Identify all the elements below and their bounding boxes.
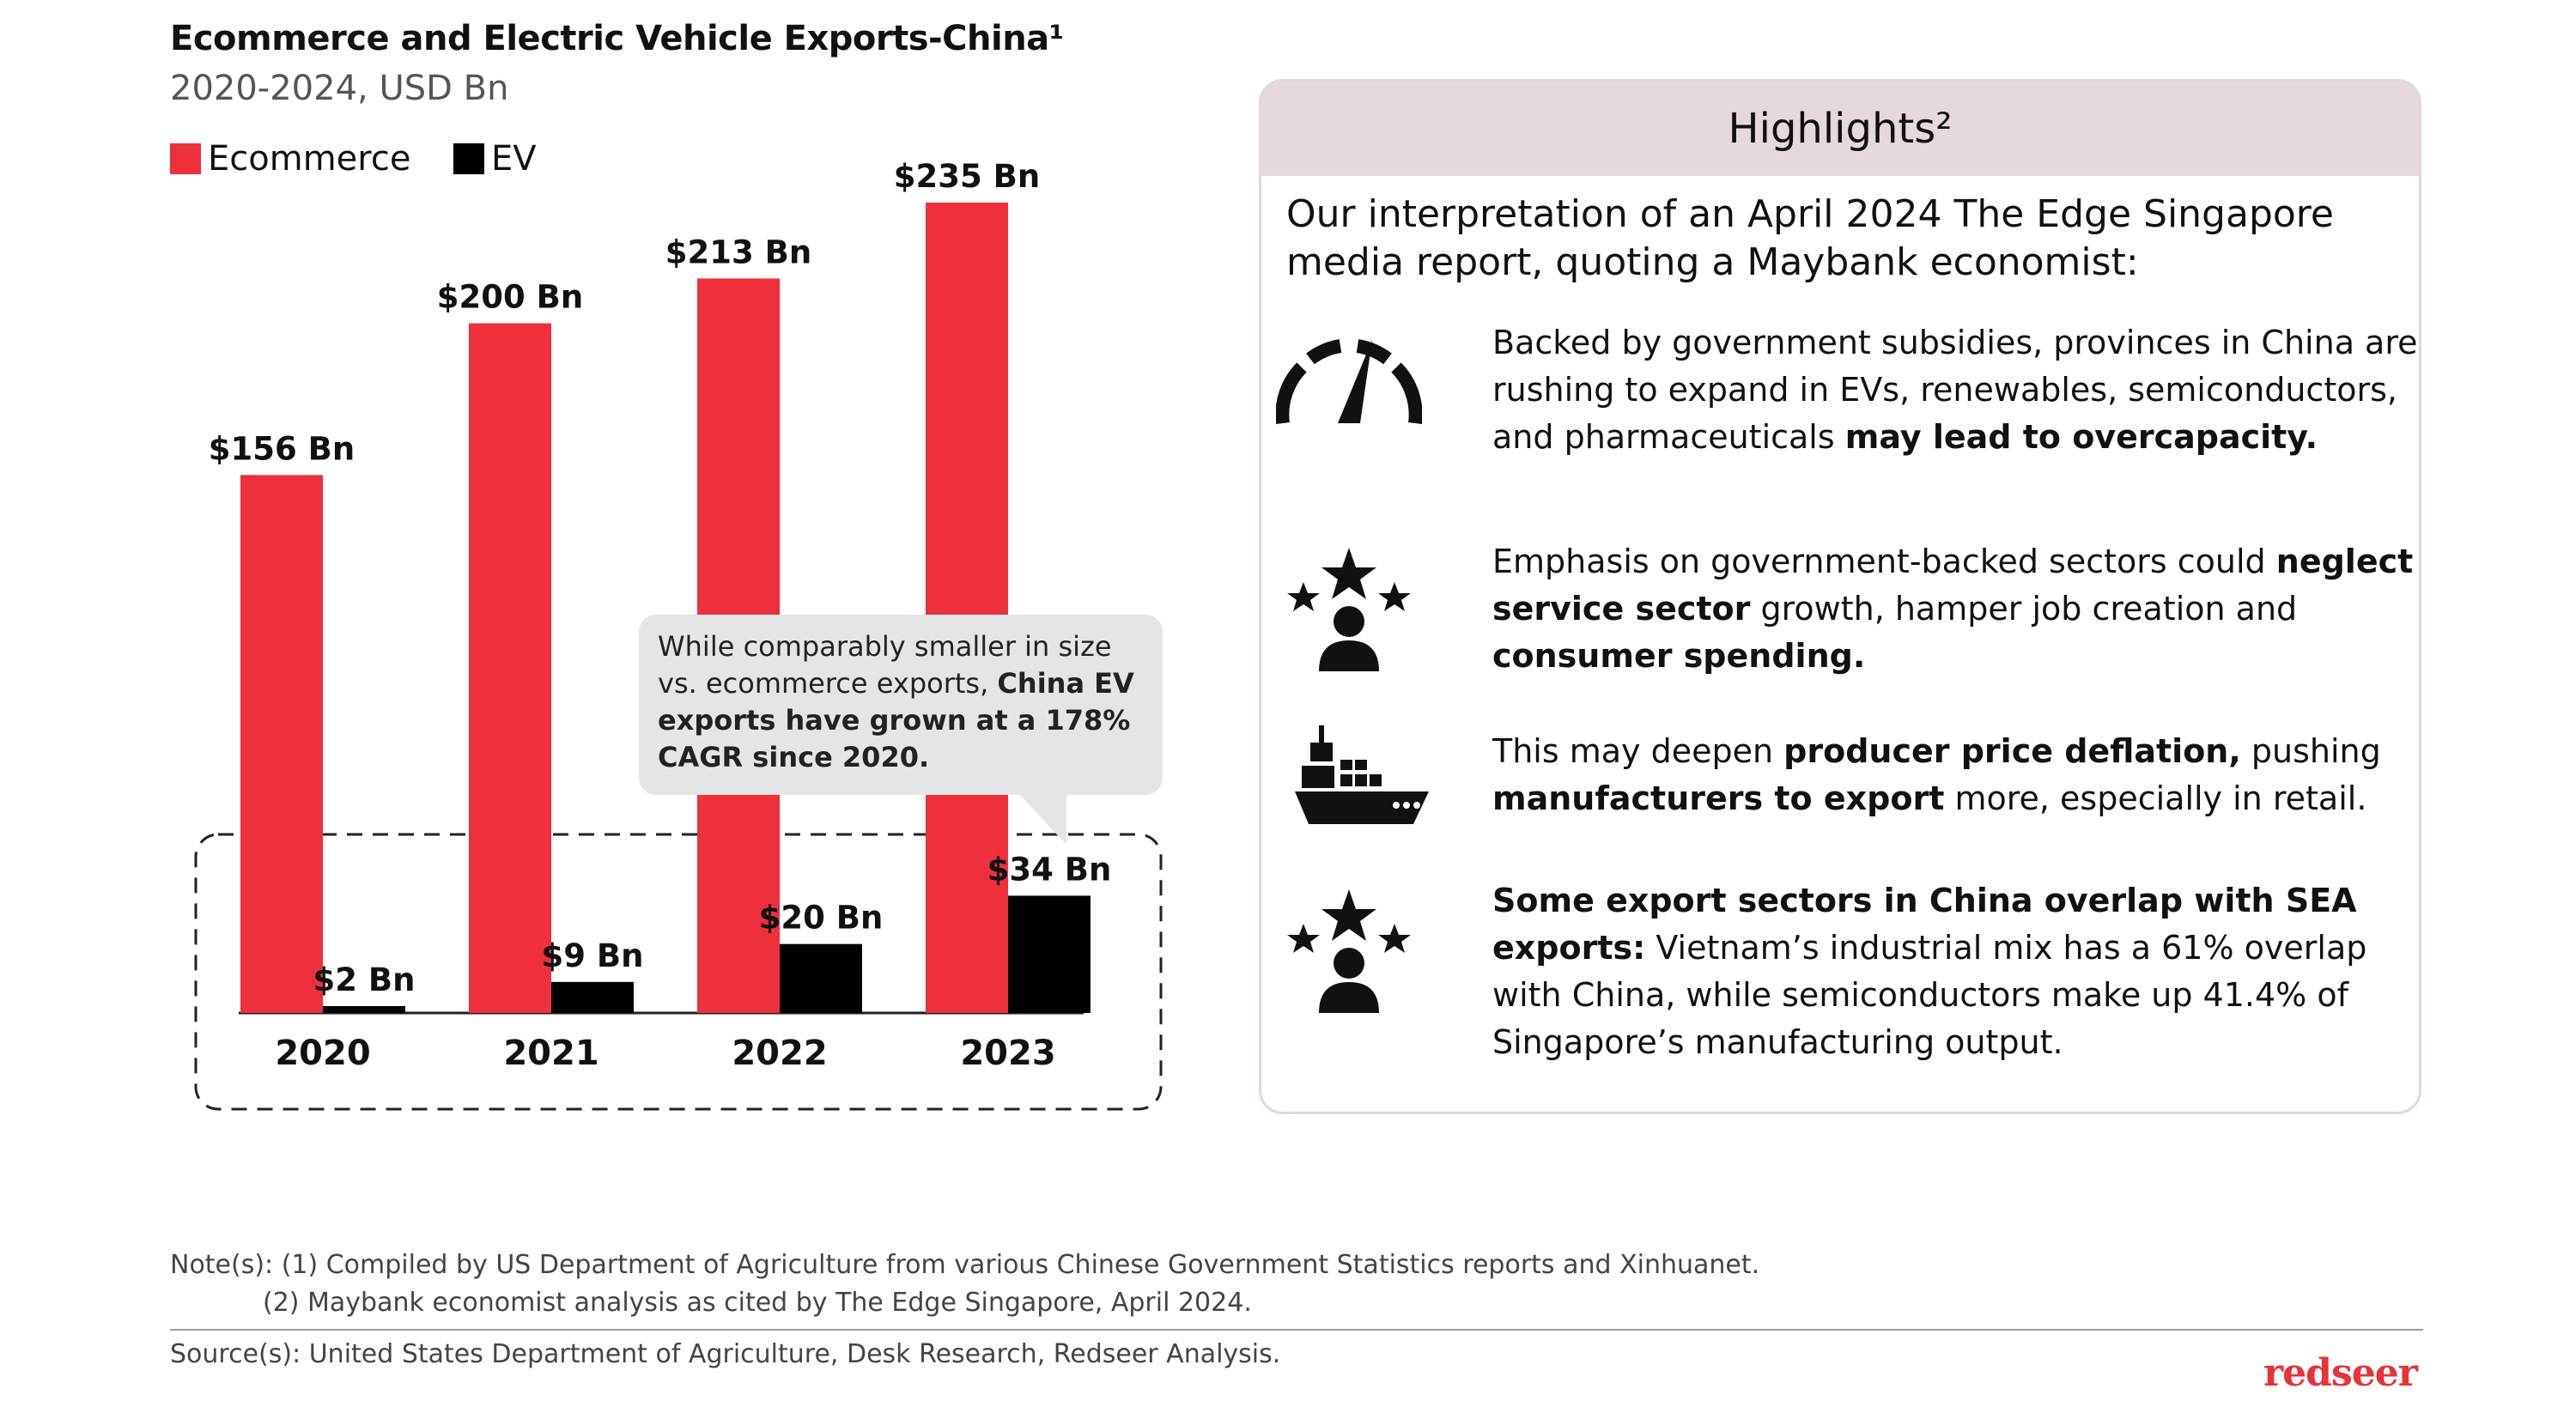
highlight-bold-text: may lead to overcapacity.	[1844, 418, 2318, 456]
ev-bar-2023	[1008, 895, 1091, 1013]
ev-bar-2021	[551, 981, 634, 1013]
callout-pointer	[1018, 793, 1066, 845]
highlights-header: Highlights²	[1261, 82, 2419, 176]
highlight-bold-text: producer price deflation,	[1783, 732, 2241, 770]
highlight-item-price-deflation: This may deepen producer price deflation…	[1492, 728, 2437, 822]
ev-value-label-2023: $34 Bn	[987, 851, 1112, 888]
highlight-text: Backed by government subsidies, province…	[1492, 324, 2418, 456]
x-tick-label-2022: 2022	[732, 1034, 827, 1073]
chart-title: Ecommerce and Electric Vehicle Exports-C…	[170, 19, 1064, 58]
cargo-ship-icon	[1295, 725, 1429, 824]
speedometer-icon	[1276, 339, 1422, 425]
person-stars-icon	[1287, 889, 1411, 1013]
legend-label-ecommerce: Ecommerce	[208, 139, 411, 179]
ev-highlight-box	[194, 833, 1163, 1111]
highlight-text: Emphasis on government-backed sectors co…	[1492, 543, 2276, 580]
x-tick-label-2021: 2021	[503, 1034, 598, 1073]
highlight-text: This may deepen	[1492, 732, 1784, 770]
highlight-item-overcapacity: Backed by government subsidies, province…	[1492, 319, 2437, 461]
ev-value-label-2022: $20 Bn	[759, 900, 884, 937]
legend-swatch-ev	[453, 143, 484, 174]
notes: Note(s): (1) Compiled by US Department o…	[170, 1246, 1759, 1322]
highlight-bold-text: Some export sectors in China overlap wit…	[1492, 882, 2357, 967]
source-line: Source(s): United States Department of A…	[170, 1339, 1281, 1369]
ecommerce-value-label-2022: $213 Bn	[665, 233, 811, 270]
callout-bold-text: China EV exports have grown at a 178% CA…	[658, 667, 1134, 773]
ev-value-label-2020: $2 Bn	[313, 961, 416, 998]
highlight-text: growth, hamper job creation and	[1750, 590, 2298, 628]
ecommerce-bar-2020	[240, 475, 323, 1013]
ecommerce-bar-2021	[469, 323, 551, 1014]
highlight-bold-text: manufacturers to export	[1492, 779, 1945, 817]
legend-item-ev: EV	[453, 139, 537, 179]
callout-text: While comparably smaller in size vs. eco…	[658, 630, 1112, 700]
legend-label-ev: EV	[491, 139, 537, 179]
highlight-text: pushing	[2240, 732, 2381, 770]
ev-bar-2020	[323, 1005, 405, 1013]
ecommerce-value-label-2021: $200 Bn	[437, 279, 583, 316]
legend-swatch-ecommerce	[170, 143, 201, 174]
highlights-intro: Our interpretation of an April 2024 The …	[1286, 192, 2334, 284]
bar-chart: $156 Bn $2 Bn 2020 $200 Bn $9 Bn 2021 $213 Bn $…	[194, 158, 1163, 1111]
person-stars-icon	[1287, 548, 1411, 671]
legend-item-ecommerce: Ecommerce	[170, 139, 410, 179]
highlights-panel: Highlights²	[1259, 79, 2421, 1114]
highlight-bold-text: consumer spending.	[1492, 637, 1866, 675]
x-tick-label-2020: 2020	[275, 1034, 370, 1073]
highlight-text: more, especially in retail.	[1944, 779, 2367, 817]
ev-bar-2022	[780, 943, 862, 1013]
ecommerce-value-label-2020: $156 Bn	[209, 430, 355, 467]
highlight-text: Vietnam’s industrial mix has a 61% overl…	[1492, 929, 2367, 1061]
note-2: (2) Maybank economist analysis as cited …	[263, 1288, 1252, 1318]
footer-divider	[170, 1329, 2423, 1331]
redseer-logo: redseer	[2263, 1351, 2418, 1395]
chart-subtitle: 2020-2024, USD Bn	[170, 69, 509, 108]
ecommerce-value-label-2023: $235 Bn	[894, 158, 1040, 195]
highlight-item-sea-overlap: Some export sectors in China overlap wit…	[1492, 877, 2437, 1066]
x-tick-label-2023: 2023	[960, 1034, 1055, 1073]
ecommerce-bar-2023	[926, 203, 1008, 1013]
ev-growth-callout: While comparably smaller in size vs. eco…	[639, 615, 1163, 795]
highlight-bold-text: neglect service sector	[1492, 543, 2414, 628]
ev-value-label-2021: $9 Bn	[542, 937, 644, 974]
note-1: Note(s): (1) Compiled by US Department o…	[170, 1250, 1760, 1280]
highlight-item-service-sector: Emphasis on government-backed sectors co…	[1492, 538, 2437, 680]
